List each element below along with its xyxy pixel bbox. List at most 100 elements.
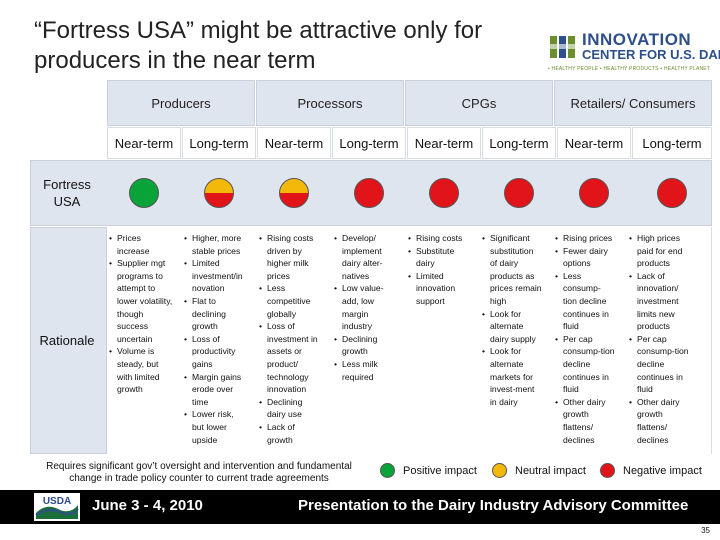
rationale-line: add, low — [342, 295, 375, 306]
rationale-line: growth — [563, 409, 589, 420]
footer-date: June 3 - 4, 2010 — [92, 497, 203, 514]
group-retailers-consumers: Retailers/ Consumers — [554, 80, 712, 126]
impact-negative-icon — [579, 178, 609, 208]
rationale-item: Lack of growth — [259, 421, 335, 446]
impact-neutral-negative-icon — [279, 178, 309, 208]
column-header: Long-term — [632, 127, 712, 159]
rationale-line: continues in — [563, 308, 609, 319]
rationale-line: innovation/ — [637, 283, 679, 294]
rationale-line: Fewer dairy — [563, 245, 608, 256]
rationale-line: consump- — [563, 283, 601, 294]
rationale-line: Volume is — [117, 346, 155, 357]
logo-line-2: CENTER FOR U.S. DAIRY. — [582, 47, 720, 62]
legend-positive-label: Positive impact — [403, 464, 477, 477]
rationale-line: programs to — [117, 270, 163, 281]
rationale-line: decline — [637, 358, 665, 369]
rationale-line: continues in — [637, 371, 683, 382]
rationale-line: industry — [342, 321, 373, 332]
column-header: Long-term — [182, 127, 256, 159]
rationale-item: Declining growth — [334, 333, 406, 358]
rationale-line: tion decline — [563, 295, 607, 306]
impact-negative-icon — [504, 178, 534, 208]
legend-negative-label: Negative impact — [623, 464, 702, 477]
usda-text: USDA — [43, 496, 71, 507]
rationale-line: product/ — [267, 358, 299, 369]
impact-positive-icon — [129, 178, 159, 208]
rationale-label: Rationale — [39, 333, 95, 348]
rationale-line: growth — [192, 321, 218, 332]
legend-positive-icon — [380, 463, 395, 478]
rationale-line: Per cap — [563, 333, 593, 344]
rationale-line: fluid — [563, 384, 579, 395]
rationale-line: consump-tion — [563, 346, 615, 357]
rationale-line: paid for end — [637, 245, 683, 256]
page-number: 35 — [701, 526, 710, 535]
footer-presentation: Presentation to the Dairy Industry Advis… — [298, 497, 689, 514]
rationale-line: growth — [637, 409, 663, 420]
rationale-line: Lower risk, — [192, 409, 234, 420]
rationale-item: Rising prices — [555, 232, 631, 245]
rationale-item: Lack of innovation/investment limits new pr… — [629, 270, 711, 333]
fortress-usa-label: Fortress USA — [43, 177, 91, 209]
rationale-line: Rising costs — [416, 233, 463, 243]
rationale-line: driven by — [267, 245, 302, 256]
rationale-item: High prices paid for end products — [629, 232, 711, 270]
rationale-line: dairy — [416, 258, 435, 269]
rationale-line: assets or — [267, 346, 302, 357]
rationale-line: margin — [342, 308, 369, 319]
footer-bar — [0, 490, 720, 524]
rationale-line: prices remain — [490, 283, 542, 294]
rationale-line: Low value- — [342, 283, 384, 294]
rationale-line: Limited — [192, 258, 220, 269]
legend-positive: Positive impact — [380, 463, 477, 478]
legend-neutral-icon — [492, 463, 507, 478]
rationale-line: increase — [117, 245, 150, 256]
rationale-line: alternate — [490, 358, 524, 369]
innovation-logo-mark-icon — [550, 36, 575, 58]
column-header: Long-term — [332, 127, 406, 159]
rationale-line: investment/in — [192, 270, 243, 281]
rationale-line: lower volatility, — [117, 295, 173, 306]
rationale-cell: Rising costs Substitute dairyLimited innova… — [408, 232, 482, 308]
rationale-item: Flat to declining growth — [184, 295, 260, 333]
rationale-line: alternate — [490, 321, 524, 332]
rationale-line: products as — [490, 270, 535, 281]
legend-negative: Negative impact — [600, 463, 702, 478]
rationale-line: investment — [637, 295, 679, 306]
column-header: Near-term — [257, 127, 331, 159]
group-processors: Processors — [256, 80, 404, 126]
rationale-line: declining — [192, 308, 226, 319]
rationale-list: Higher, more stable prices Limitedinvestme… — [184, 232, 260, 446]
rationale-item: Less milk required — [334, 358, 406, 383]
rationale-line: Look for — [490, 346, 522, 357]
rationale-line: implement — [342, 245, 382, 256]
rationale-line: Other dairy — [563, 396, 606, 407]
rationale-line: time — [192, 396, 209, 407]
rationale-line: stable prices — [192, 245, 241, 256]
impact-negative-icon — [429, 178, 459, 208]
rationale-line: dairy supply — [490, 333, 536, 344]
rationale-line: high — [490, 295, 507, 306]
rationale-line: Other dairy — [637, 396, 680, 407]
rationale-line: with limited — [117, 371, 160, 382]
rationale-line: Higher, more — [192, 233, 242, 243]
rationale-item: Low value-add, low margin industry — [334, 282, 406, 332]
rationale-item: Rising costs — [408, 232, 482, 245]
rationale-line: Significant — [490, 233, 530, 243]
rationale-line: dairy use — [267, 409, 302, 420]
rationale-line: fluid — [563, 321, 579, 332]
rationale-list: Significant substitution of dairyproducts … — [482, 232, 558, 408]
rationale-line: Less — [267, 283, 286, 294]
slide-title: “Fortress USA” might be attractive only … — [34, 17, 483, 74]
rationale-item: Fewer dairy options — [555, 245, 631, 270]
